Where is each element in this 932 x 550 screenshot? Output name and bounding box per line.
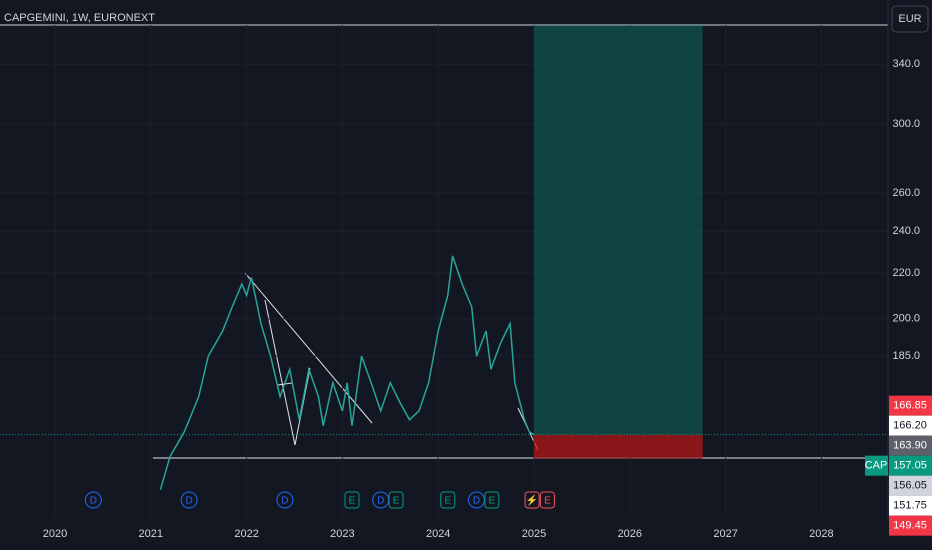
price-tag-label: 151.75 — [893, 500, 927, 512]
y-tick-label: 240.0 — [892, 225, 920, 237]
x-tick-label: 2021 — [139, 528, 163, 540]
x-tick-label: 2025 — [522, 528, 546, 540]
event-label: D — [377, 496, 384, 507]
currency-button[interactable] — [891, 5, 929, 33]
y-tick-label: 220.0 — [892, 267, 920, 279]
y-tick-label: 260.0 — [892, 187, 920, 199]
symbol-tag — [865, 455, 888, 476]
target-zone — [534, 25, 703, 435]
event-label: D — [185, 496, 192, 507]
y-tick-label: 300.0 — [892, 118, 920, 130]
price-tag-label: 149.45 — [893, 520, 927, 532]
price-tag — [889, 435, 932, 456]
event-badge — [484, 491, 500, 509]
event-label: E — [489, 496, 496, 507]
symbol-tag-label: CAP — [865, 460, 888, 472]
x-tick-label: 2024 — [426, 528, 450, 540]
price-tag — [889, 455, 932, 476]
event-badge — [276, 491, 294, 509]
price-tag — [889, 415, 932, 436]
event-badge — [539, 491, 555, 509]
event-badge — [440, 491, 456, 509]
event-label: D — [90, 496, 97, 507]
y-tick-label: 200.0 — [892, 313, 920, 325]
x-tick-label: 2028 — [809, 528, 833, 540]
event-label: E — [444, 496, 451, 507]
y-tick-label: 185.0 — [892, 350, 920, 362]
price-line — [159, 255, 535, 490]
stop-zone — [534, 434, 703, 459]
price-tag-label: 166.20 — [893, 420, 927, 432]
currency-label[interactable]: EUR — [898, 13, 921, 25]
price-tag — [889, 475, 932, 496]
x-tick-label: 2026 — [618, 528, 642, 540]
event-badge — [84, 491, 102, 509]
drawing-line — [244, 272, 373, 424]
event-label: E — [393, 496, 400, 507]
price-tag — [889, 515, 932, 536]
price-tag-label: 166.85 — [893, 400, 927, 412]
price-tag-label: 156.05 — [893, 480, 927, 492]
event-label: E — [349, 496, 356, 507]
price-tag-label: 163.90 — [893, 440, 927, 452]
x-tick-label: 2022 — [234, 528, 258, 540]
x-tick-label: 2023 — [330, 528, 354, 540]
event-badge — [524, 491, 540, 509]
price-tag — [889, 395, 932, 416]
event-label: D — [281, 496, 288, 507]
event-label: E — [544, 496, 551, 507]
event-badge — [344, 491, 360, 509]
drawing-line — [264, 299, 296, 446]
event-label: D — [473, 496, 480, 507]
price-tag-label: 157.05 — [893, 460, 927, 472]
x-tick-label: 2020 — [43, 528, 67, 540]
price-tag — [889, 495, 932, 516]
chart-title: CAPGEMINI, 1W, EURONEXT — [4, 12, 155, 24]
event-badge — [388, 491, 404, 509]
event-badge — [180, 491, 198, 509]
x-tick-label: 2027 — [713, 528, 737, 540]
y-tick-label: 340.0 — [892, 58, 920, 70]
event-label: ⚡ — [526, 494, 538, 507]
